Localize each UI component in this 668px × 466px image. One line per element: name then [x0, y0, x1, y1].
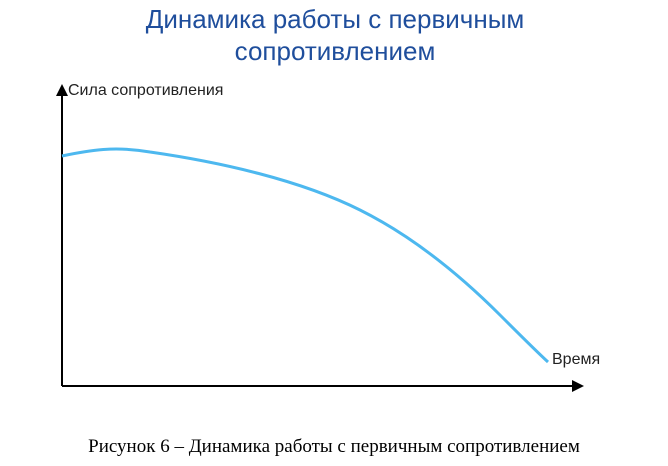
caption: Рисунок 6 – Динамика работы с первичным … — [88, 436, 580, 457]
resistance-curve — [61, 147, 550, 364]
x-arrow — [572, 380, 584, 392]
x-axis-label: Время — [552, 351, 600, 368]
y-axis-label: Сила сопротивления — [68, 82, 223, 99]
title-line: Динамика работы с первичным — [146, 4, 525, 34]
y-arrow — [56, 84, 68, 96]
axes — [61, 90, 576, 387]
title-line: сопротивлением — [235, 36, 436, 66]
